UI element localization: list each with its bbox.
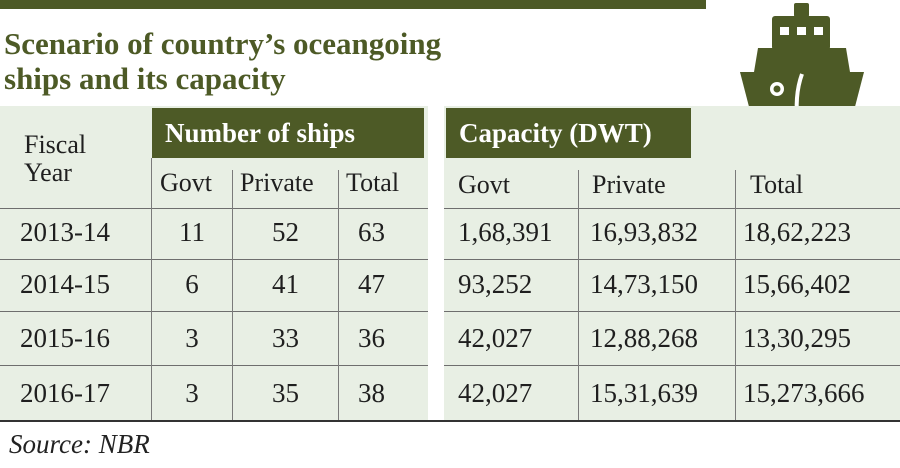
capacity-govt-cell: 93,252 [458,269,533,299]
source-note: Source: NBR [9,429,150,459]
column-divider [578,170,579,420]
capacity-govt-header: Govt [458,170,510,199]
column-divider [338,170,339,420]
ships-govt-cell: 6 [185,269,199,299]
fiscal-year-header-line-2: Year [24,158,72,187]
ships-private-header: Private [240,168,314,197]
title-line-1: Scenario of country’s oceangoing [4,26,442,61]
row-divider [0,311,428,312]
ships-govt-cell: 3 [185,378,199,408]
row-divider [444,365,900,366]
fiscal-year-cell: 2016-17 [20,378,110,408]
capacity-total-header: Total [750,170,804,199]
group-header-capacity: Capacity (DWT) [446,108,691,158]
ships-total-cell: 63 [358,217,385,247]
capacity-private-cell: 14,73,150 [590,269,698,299]
ships-govt-cell: 11 [179,217,205,247]
capacity-total-cell: 15,66,402 [743,269,851,299]
capacity-total-cell: 15,273,666 [743,378,865,408]
fiscal-year-cell: 2015-16 [20,323,110,353]
ships-govt-header: Govt [160,168,212,197]
table-bottom-rule [0,420,900,422]
capacity-table-panel [444,106,900,421]
fiscal-year-header-line-1: Fiscal [24,130,87,159]
ships-total-cell: 47 [358,269,385,299]
row-divider [0,208,428,209]
fiscal-year-cell: 2014-15 [20,269,110,299]
capacity-total-cell: 18,62,223 [743,217,851,247]
capacity-private-cell: 15,31,639 [590,378,698,408]
column-divider [735,170,736,420]
title-line-2: ships and its capacity [4,61,286,96]
ships-total-header: Total [346,168,400,197]
ships-total-cell: 36 [358,323,385,353]
ships-private-cell: 41 [272,269,299,299]
group-header-number-of-ships: Number of ships [152,108,424,158]
row-divider [444,208,900,209]
capacity-govt-cell: 42,027 [458,323,533,353]
ships-private-cell: 35 [272,378,299,408]
row-divider [444,311,900,312]
column-divider [151,158,152,420]
ships-private-cell: 33 [272,323,299,353]
ships-private-cell: 52 [272,217,299,247]
capacity-total-cell: 13,30,295 [743,323,851,353]
column-divider [232,170,233,420]
fiscal-year-cell: 2013-14 [20,217,110,247]
capacity-private-cell: 12,88,268 [590,323,698,353]
row-divider [0,259,428,260]
ships-govt-cell: 3 [185,323,199,353]
ships-total-cell: 38 [358,378,385,408]
capacity-private-header: Private [592,170,666,199]
capacity-govt-cell: 42,027 [458,378,533,408]
page-title: Scenario of country’s oceangoing ships a… [4,26,441,96]
ships-table-panel [0,106,428,421]
top-accent-bar [0,0,706,9]
row-divider [0,365,428,366]
row-divider [444,259,900,260]
capacity-private-cell: 16,93,832 [590,217,698,247]
capacity-govt-cell: 1,68,391 [458,217,553,247]
